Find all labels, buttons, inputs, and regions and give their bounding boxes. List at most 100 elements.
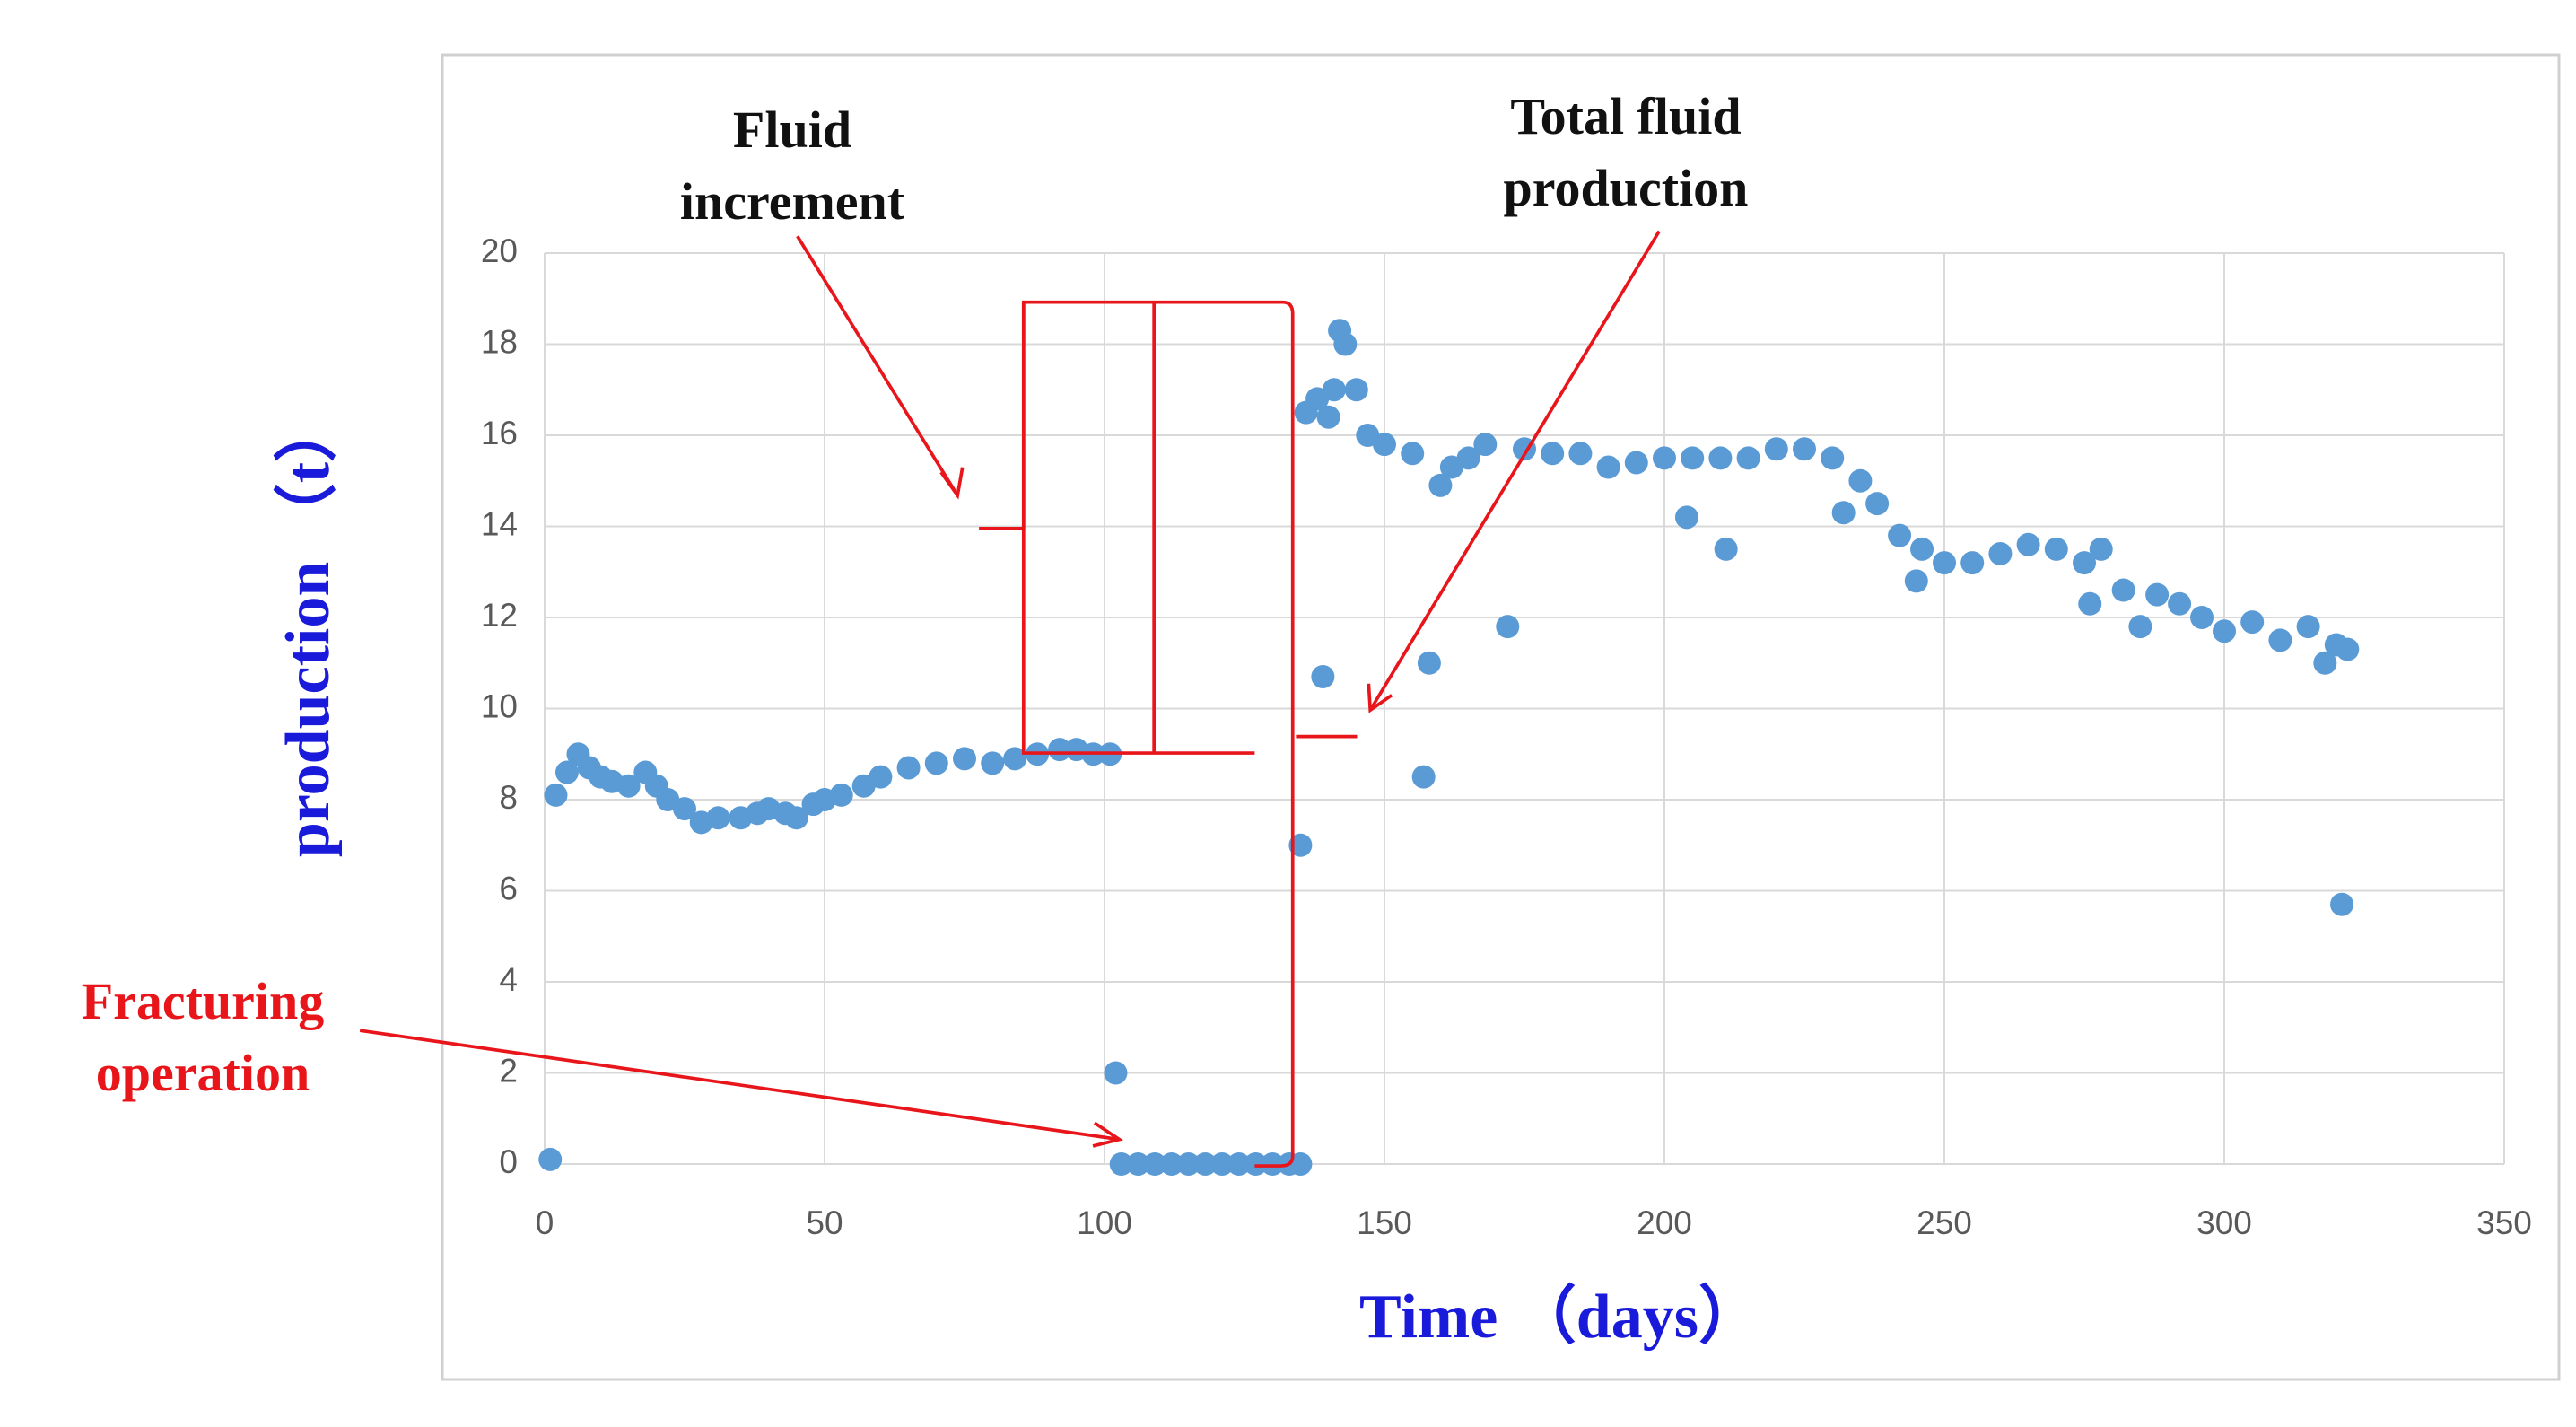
data-point xyxy=(2213,619,2236,643)
data-point xyxy=(2330,892,2354,916)
data-point xyxy=(1316,405,1340,429)
y-tick-label: 14 xyxy=(481,505,518,542)
data-point xyxy=(1568,442,1593,466)
data-point xyxy=(1143,1152,1167,1176)
x-tick-label: 300 xyxy=(2196,1204,2252,1241)
data-point xyxy=(1714,537,1738,561)
data-point xyxy=(2190,606,2214,629)
x-axis-title: Time （days） xyxy=(1359,1282,1761,1352)
annotation: Fracturing operation xyxy=(82,972,325,1102)
y-tick-label: 0 xyxy=(499,1143,518,1180)
data-point xyxy=(2240,610,2265,635)
data-point xyxy=(2073,551,2096,575)
bracket xyxy=(1021,302,1255,755)
data-point xyxy=(869,765,893,789)
data-point xyxy=(924,751,948,775)
y-tick-label: 12 xyxy=(481,597,518,634)
data-point xyxy=(1048,738,1072,762)
data-point xyxy=(1244,1152,1268,1176)
data-point xyxy=(1261,1152,1285,1176)
x-tick-label: 200 xyxy=(1637,1204,1692,1241)
annotation-shapes xyxy=(359,230,1661,1168)
data-point xyxy=(1311,664,1335,688)
x-tick-label: 100 xyxy=(1077,1204,1132,1241)
y-tick-label: 4 xyxy=(499,961,518,998)
annotation: Total fluid production xyxy=(1504,87,1749,217)
data-point xyxy=(1736,446,1760,470)
data-point xyxy=(1848,468,1873,493)
data-point xyxy=(953,747,976,771)
data-point xyxy=(2044,537,2068,561)
data-point xyxy=(896,756,921,780)
data-point xyxy=(1624,451,1648,475)
arrow xyxy=(1367,230,1661,714)
bracket xyxy=(979,300,1295,1168)
data-point xyxy=(1417,651,1441,675)
data-point xyxy=(2089,537,2113,561)
data-point xyxy=(1831,501,1856,525)
data-point xyxy=(1210,1152,1235,1176)
data-point xyxy=(784,806,808,830)
data-point xyxy=(1373,433,1396,457)
data-point xyxy=(1288,833,1313,857)
data-point xyxy=(1193,1152,1218,1176)
arrow xyxy=(359,1029,1124,1148)
y-axis-title: production （t） xyxy=(273,399,343,857)
data-point xyxy=(544,783,568,807)
data-point xyxy=(1288,1152,1313,1176)
data-point xyxy=(1888,523,1912,547)
data-point xyxy=(1865,492,1890,516)
data-point xyxy=(1596,455,1620,479)
data-point xyxy=(2016,532,2040,556)
data-point xyxy=(616,774,641,798)
data-point xyxy=(1176,1152,1201,1176)
data-point xyxy=(1904,569,1928,593)
data-point xyxy=(1227,1152,1251,1176)
data-point xyxy=(554,760,579,784)
data-point xyxy=(706,806,730,830)
x-tick-label: 350 xyxy=(2476,1204,2532,1241)
annotation: Fluid increment xyxy=(680,101,905,231)
data-point xyxy=(1960,551,1985,575)
data-point xyxy=(1003,747,1027,771)
data-point xyxy=(1473,433,1498,457)
chart-frame xyxy=(441,53,2561,1381)
data-point xyxy=(1428,473,1453,497)
data-point xyxy=(2145,582,2170,607)
data-point xyxy=(1988,541,2013,565)
data-point xyxy=(1541,442,1565,466)
data-point xyxy=(538,1147,563,1171)
data-point xyxy=(1653,446,1676,470)
y-tick-label: 2 xyxy=(499,1052,518,1089)
data-point xyxy=(1104,1061,1128,1085)
data-point xyxy=(1910,537,1934,561)
data-point xyxy=(2313,651,2337,675)
x-tick-label: 250 xyxy=(1917,1204,1972,1241)
data-point xyxy=(2336,637,2360,661)
x-tick-label: 50 xyxy=(806,1204,843,1241)
arrow xyxy=(796,235,965,500)
data-point xyxy=(2268,628,2292,652)
data-point xyxy=(1793,437,1816,461)
data-point xyxy=(1322,378,1346,402)
data-point xyxy=(1674,505,1698,530)
data-point xyxy=(2111,578,2135,602)
data-point xyxy=(2168,591,2192,616)
data-point xyxy=(2128,615,2152,639)
y-tick-label: 10 xyxy=(481,687,518,724)
x-tick-label: 0 xyxy=(536,1204,554,1241)
y-tick-label: 20 xyxy=(481,232,518,269)
data-point xyxy=(1159,1152,1183,1176)
data-point xyxy=(2078,591,2102,616)
data-point xyxy=(1456,446,1480,470)
data-point xyxy=(1401,442,1425,466)
data-point xyxy=(1411,765,1436,789)
y-tick-label: 6 xyxy=(499,870,518,906)
data-point xyxy=(1708,446,1733,470)
y-tick-label: 18 xyxy=(481,323,518,360)
data-point xyxy=(2296,615,2320,639)
data-point xyxy=(1333,332,1358,356)
data-point xyxy=(1344,378,1368,402)
